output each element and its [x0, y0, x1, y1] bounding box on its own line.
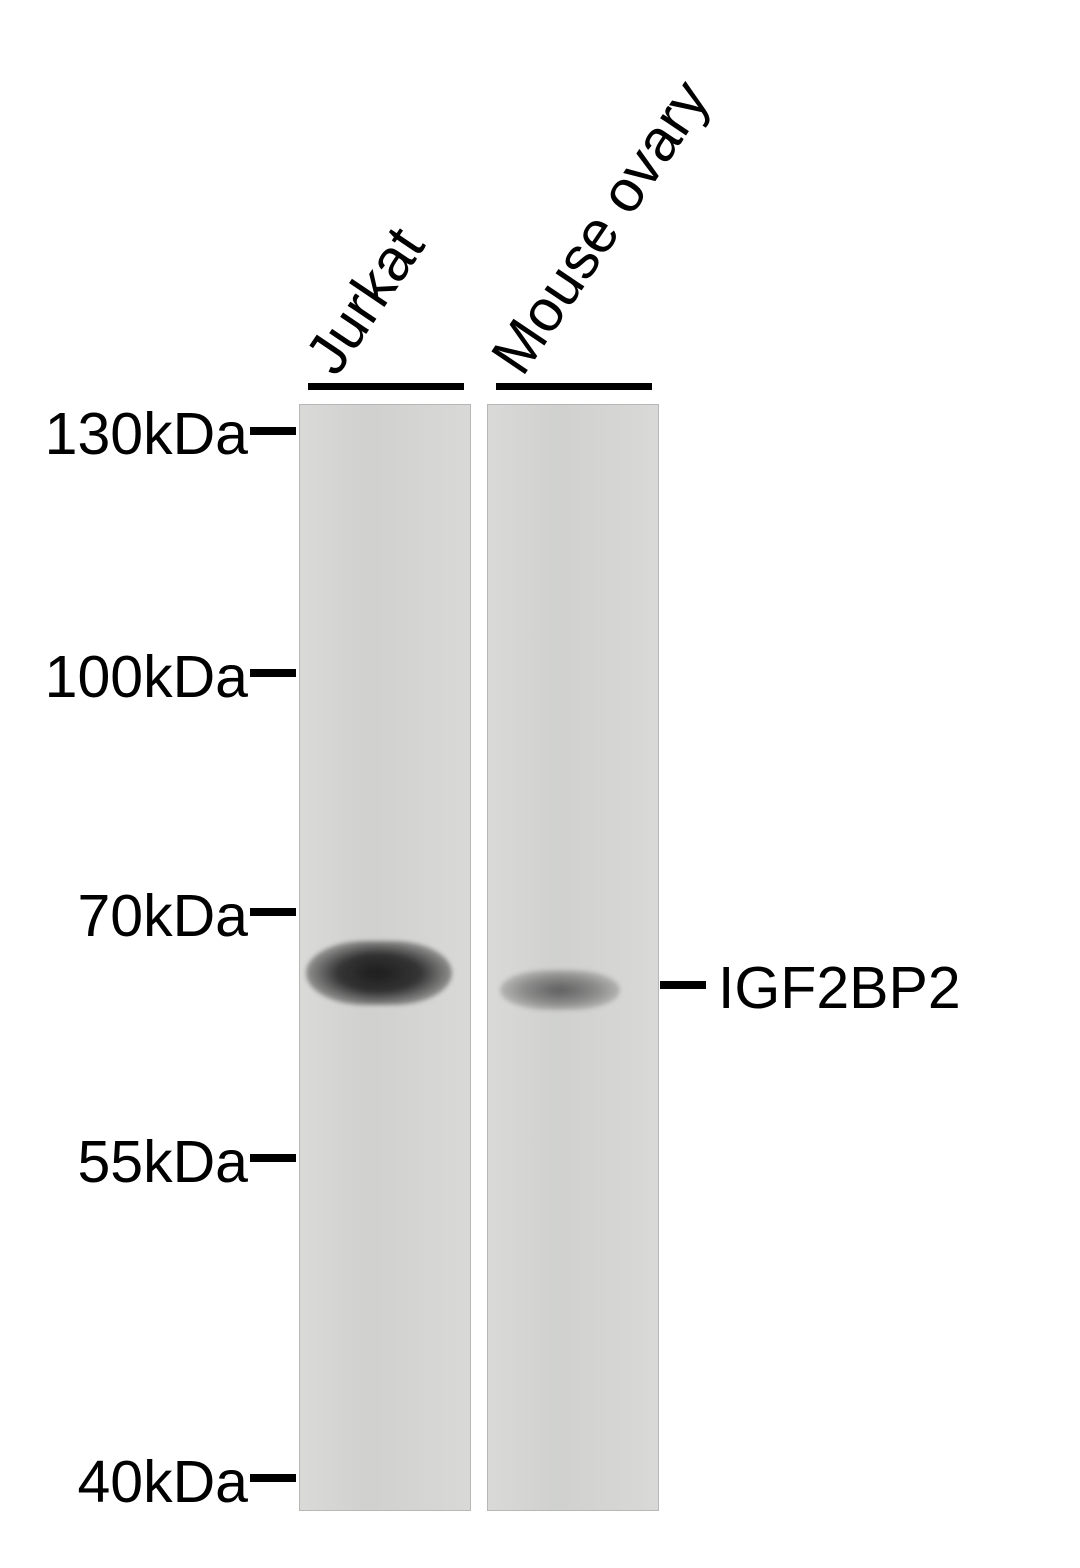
mw-tick-100	[250, 669, 296, 677]
lane-jurkat	[300, 405, 470, 1510]
mw-tick-130	[250, 427, 296, 435]
western-blot-figure: { "canvas": { "width": 1080, "height": 1…	[0, 0, 1080, 1568]
mw-tick-55	[250, 1154, 296, 1162]
lane-underline-jurkat	[308, 383, 464, 390]
protein-tick	[660, 981, 706, 989]
mw-tick-40	[250, 1474, 296, 1482]
mw-tick-70	[250, 908, 296, 916]
mw-label-130: 130kDa	[45, 400, 248, 468]
band-mouse-ovary-igf2bp2	[500, 970, 620, 1010]
lane-label-mouse-ovary: Mouse ovary	[478, 68, 723, 386]
protein-label: IGF2BP2	[718, 954, 961, 1022]
lane-underline-mouse-ovary	[496, 383, 652, 390]
lane-mouse-ovary	[488, 405, 658, 1510]
band-jurkat-igf2bp2	[306, 941, 452, 1005]
lane-label-jurkat: Jurkat	[292, 215, 438, 386]
mw-label-40: 40kDa	[77, 1448, 248, 1516]
mw-label-100: 100kDa	[45, 643, 248, 711]
mw-label-55: 55kDa	[77, 1128, 248, 1196]
mw-label-70: 70kDa	[77, 882, 248, 950]
